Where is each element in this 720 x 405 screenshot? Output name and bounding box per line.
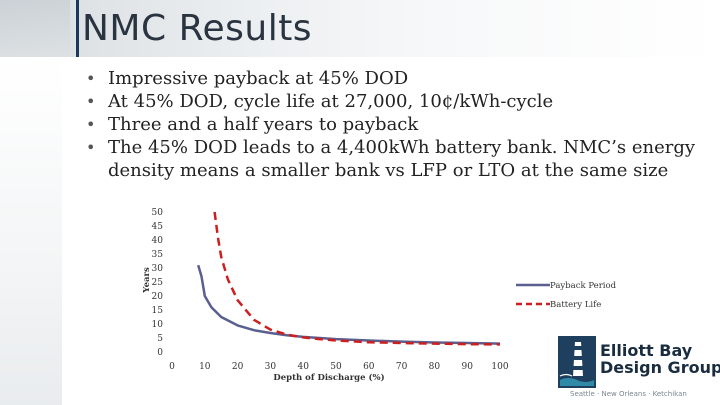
legend-label: Payback Period xyxy=(550,281,617,291)
y-axis-label: Years xyxy=(142,267,152,294)
logo-name-line1: Elliott Bay xyxy=(600,341,693,360)
y-tick-label: 10 xyxy=(152,320,164,330)
bullet-item: Impressive payback at 45% DOD xyxy=(86,67,706,90)
legend-label: Battery Life xyxy=(550,300,601,310)
y-tick-label: 50 xyxy=(152,208,164,218)
lighthouse-logo-icon xyxy=(558,336,596,388)
x-tick-label: 80 xyxy=(429,362,441,372)
x-tick-label: 50 xyxy=(330,362,342,372)
x-tick-label: 90 xyxy=(461,362,473,372)
series-line-battery-life xyxy=(213,211,501,346)
x-tick-label: 20 xyxy=(232,362,244,372)
logo-tagline: Seattle · New Orleans · Ketchikan xyxy=(570,390,687,398)
y-tick-label: 30 xyxy=(152,264,164,274)
x-tick-label: 40 xyxy=(297,362,309,372)
y-tick-label: 40 xyxy=(152,236,164,246)
x-tick-label: 0 xyxy=(169,362,175,372)
bullet-list: Impressive payback at 45% DOD At 45% DOD… xyxy=(86,67,706,182)
y-tick-label: 5 xyxy=(157,334,163,344)
logo-name: Elliott Bay Design Group xyxy=(600,342,720,376)
series-line-payback-period xyxy=(197,264,501,345)
y-tick-label: 0 xyxy=(157,348,163,358)
y-tick-label: 15 xyxy=(152,306,164,316)
bullet-item: At 45% DOD, cycle life at 27,000, 10¢/kW… xyxy=(86,90,706,113)
left-decoration xyxy=(0,57,62,405)
x-axis-label: Depth of Discharge (%) xyxy=(273,372,384,383)
logo-name-line2: Design Group xyxy=(600,358,720,377)
y-tick-label: 20 xyxy=(152,292,164,302)
x-tick-label: 10 xyxy=(199,362,211,372)
x-tick-label: 70 xyxy=(396,362,408,372)
y-tick-label: 35 xyxy=(152,250,164,260)
bullet-item: The 45% DOD leads to a 4,400kWh battery … xyxy=(86,136,706,182)
page-title: NMC Results xyxy=(82,8,313,49)
title-band xyxy=(0,0,720,57)
y-tick-label: 45 xyxy=(152,222,164,232)
x-tick-label: 100 xyxy=(491,362,508,372)
title-rule xyxy=(76,0,79,57)
company-logo: Elliott Bay Design Group Seattle · New O… xyxy=(556,336,720,402)
x-tick-label: 30 xyxy=(265,362,277,372)
y-tick-label: 25 xyxy=(152,278,164,288)
bullet-item: Three and a half years to payback xyxy=(86,113,706,136)
x-tick-label: 60 xyxy=(363,362,375,372)
title-band-accent xyxy=(0,0,70,57)
